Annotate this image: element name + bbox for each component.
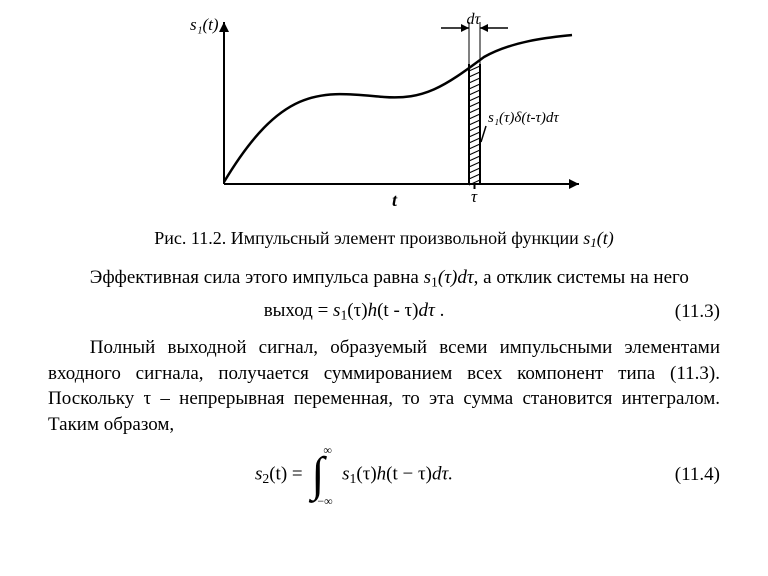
svg-text:τ: τ: [471, 187, 478, 206]
eq2-number: (11.4): [660, 462, 720, 488]
eq1-body: выход = s1(τ)h(t - τ)dτ .: [48, 298, 660, 325]
paragraph-1: Эффективная сила этого импульса равна s1…: [48, 265, 720, 292]
equation-11-4: s2(t) = ∫ ∞ −∞ s1(τ)h(t − τ)dτ. (11.4): [48, 448, 720, 502]
p1-a: Эффективная сила этого импульса равна: [90, 267, 424, 288]
caption-text: Рис. 11.2. Импульсный элемент произвольн…: [154, 228, 583, 248]
svg-text:s₁(τ)δ(t-τ)dτ: s₁(τ)δ(t-τ)dτ: [488, 110, 559, 126]
eq2-lhs-arg: (t): [269, 463, 287, 484]
eq2-h: h: [377, 463, 387, 484]
eq2-stau: (τ): [356, 463, 376, 484]
svg-text:t: t: [392, 190, 398, 210]
figure-plot: s₁(t) dτ s₁(τ)δ(t-τ)dτ τ t: [174, 12, 594, 212]
eq1-hargs: (t - τ): [377, 300, 418, 321]
eq1-number: (11.3): [660, 299, 720, 325]
eq2-hargs: (t − τ): [386, 463, 432, 484]
eq1-d: dτ: [419, 300, 435, 321]
p1-args: (τ): [438, 267, 457, 288]
eq2-lower-bound: −∞: [317, 493, 332, 509]
eq1-tail: .: [435, 300, 445, 321]
p1-s-sub: 1: [431, 275, 438, 290]
eq2-body: s2(t) = ∫ ∞ −∞ s1(τ)h(t − τ)dτ.: [48, 448, 660, 502]
figure-caption: Рис. 11.2. Импульсный элемент произвольн…: [48, 226, 720, 252]
equation-11-3: выход = s1(τ)h(t - τ)dτ . (11.3): [48, 298, 720, 325]
p1-b: , а отклик системы на него: [474, 267, 689, 288]
integral-icon: ∫ ∞ −∞: [307, 448, 337, 502]
eq2-d: dτ.: [432, 463, 453, 484]
caption-func-arg: (t): [597, 228, 614, 248]
svg-text:dτ: dτ: [467, 12, 482, 28]
eq2-eq: =: [287, 463, 307, 484]
p1-s: s: [424, 267, 431, 288]
eq2-upper-bound: ∞: [323, 442, 332, 458]
paragraph-2: Полный выходной сигнал, образуемый всеми…: [48, 335, 720, 438]
p1-d: dτ: [457, 267, 473, 288]
eq2-s: s: [342, 463, 349, 484]
figure: s₁(t) dτ s₁(τ)δ(t-τ)dτ τ t: [48, 12, 720, 220]
eq1-h: h: [368, 300, 378, 321]
svg-text:s₁(t): s₁(t): [190, 15, 219, 34]
eq1-lhs: выход =: [264, 300, 333, 321]
eq1-stau: (τ): [347, 300, 367, 321]
